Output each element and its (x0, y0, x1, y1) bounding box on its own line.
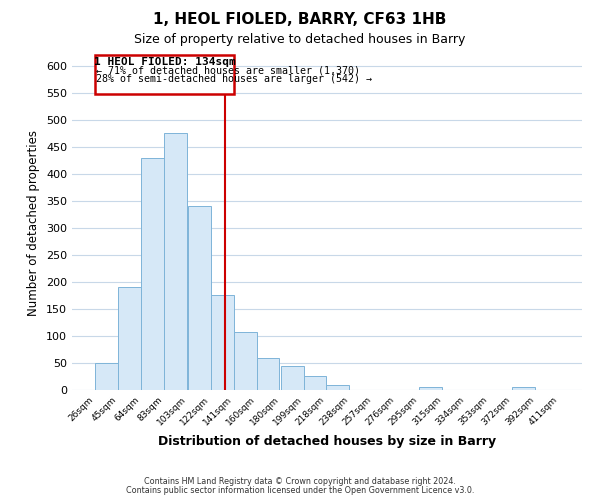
Bar (164, 134, 187, 390)
Text: 28% of semi-detached houses are larger (542) →: 28% of semi-detached houses are larger (… (97, 74, 373, 85)
Bar (304, 376, 326, 390)
Bar (419, 388, 442, 390)
Text: Size of property relative to detached houses in Barry: Size of property relative to detached ho… (134, 32, 466, 46)
Bar (257, 358, 280, 390)
Text: 1, HEOL FIOLED, BARRY, CF63 1HB: 1, HEOL FIOLED, BARRY, CF63 1HB (154, 12, 446, 28)
Text: ← 71% of detached houses are smaller (1,370): ← 71% of detached houses are smaller (1,… (97, 66, 361, 76)
Bar (211, 296, 233, 390)
Y-axis label: Number of detached properties: Number of detached properties (28, 130, 40, 316)
Bar (95, 363, 118, 390)
Bar (233, 332, 257, 390)
Text: Contains HM Land Registry data © Crown copyright and database right 2024.: Contains HM Land Registry data © Crown c… (144, 477, 456, 486)
Text: Contains public sector information licensed under the Open Government Licence v3: Contains public sector information licen… (126, 486, 474, 495)
X-axis label: Distribution of detached houses by size in Barry: Distribution of detached houses by size … (158, 436, 496, 448)
Bar (95, 55, 233, 94)
Bar (188, 206, 211, 390)
Bar (118, 288, 141, 390)
Text: 1 HEOL FIOLED: 134sqm: 1 HEOL FIOLED: 134sqm (94, 57, 235, 67)
Bar (326, 384, 349, 390)
Bar (281, 366, 304, 390)
Bar (512, 388, 535, 390)
Bar (141, 158, 164, 390)
